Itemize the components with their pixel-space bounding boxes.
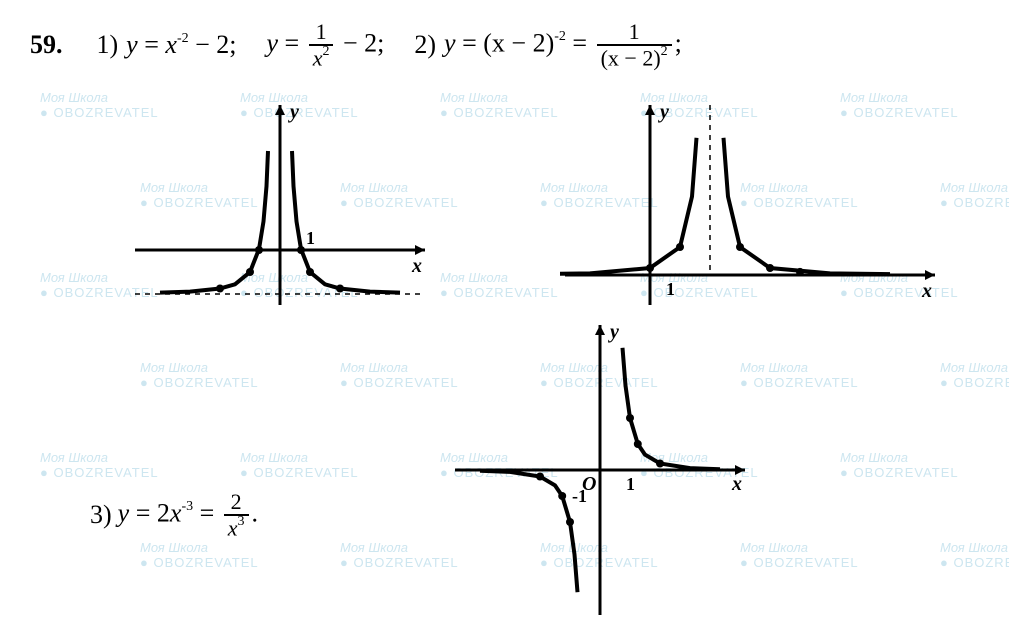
part2-label: 2): [414, 30, 436, 60]
p2-frac: 1 (x − 2)2: [597, 20, 672, 71]
p1e1-exp: -2: [177, 31, 189, 46]
p1e1-base: x: [165, 30, 177, 59]
equations-row: 59. 1) y = x-2 − 2; y = 1 x2 − 2; 2) y =…: [30, 20, 979, 71]
watermark: Моя Школа● OBOZREVATEL: [440, 90, 559, 120]
p3-lhs: y: [118, 498, 130, 527]
part3-label: 3): [90, 500, 112, 530]
p1e2-lhs: y: [267, 28, 279, 57]
watermark: Моя Школа● OBOZREVATEL: [140, 360, 259, 390]
svg-text:1: 1: [666, 279, 675, 299]
svg-text:y: y: [608, 321, 619, 343]
plot-1: y x 1: [130, 100, 430, 310]
p3-tail: .: [252, 498, 259, 527]
svg-text:1: 1: [626, 474, 635, 494]
svg-text:x: x: [731, 473, 742, 495]
watermark: Моя Школа● OBOZREVATEL: [140, 540, 259, 570]
watermark: Моя Школа● OBOZREVATEL: [740, 540, 859, 570]
watermark: Моя Школа● OBOZREVATEL: [940, 360, 1009, 390]
watermark: Моя Школа● OBOZREVATEL: [740, 360, 859, 390]
p1e1-tail: − 2;: [189, 30, 237, 59]
p2-lhs: y: [444, 28, 456, 57]
p2-mid-base: (x − 2): [483, 28, 554, 57]
watermark: Моя Школа● OBOZREVATEL: [340, 360, 459, 390]
p2-tail: ;: [675, 28, 682, 57]
watermark: Моя Школа● OBOZREVATEL: [40, 450, 159, 480]
svg-text:-1: -1: [572, 486, 587, 506]
p3-exp: -3: [181, 499, 193, 514]
watermark: Моя Школа● OBOZREVATEL: [440, 270, 559, 300]
svg-text:1: 1: [306, 228, 315, 248]
p2-mid-exp: -2: [554, 29, 566, 44]
p3-base: x: [170, 498, 182, 527]
plot-3: yxO1-1: [450, 320, 750, 620]
watermark: Моя Школа● OBOZREVATEL: [840, 450, 959, 480]
p1e1-lhs: y: [126, 30, 138, 59]
p1e2-frac: 1 x2: [309, 20, 334, 71]
svg-text:y: y: [658, 101, 669, 123]
problem-number: 59.: [30, 30, 63, 60]
svg-text:x: x: [411, 255, 422, 277]
p3-coef: 2: [157, 498, 170, 527]
svg-text:x: x: [921, 280, 932, 302]
svg-text:y: y: [288, 101, 299, 123]
watermark: Моя Школа● OBOZREVATEL: [940, 540, 1009, 570]
p3-frac: 2 x3: [224, 490, 249, 541]
part1-label: 1): [97, 30, 119, 60]
watermark: Моя Школа● OBOZREVATEL: [340, 540, 459, 570]
p1e2-tail: − 2;: [336, 28, 384, 57]
equation-3: 3) y = 2x-3 = 2 x3 .: [90, 490, 258, 541]
watermark: Моя Школа● OBOZREVATEL: [240, 450, 359, 480]
watermark: Моя Школа● OBOZREVATEL: [940, 180, 1009, 210]
plot-2: y x 1: [560, 100, 940, 310]
